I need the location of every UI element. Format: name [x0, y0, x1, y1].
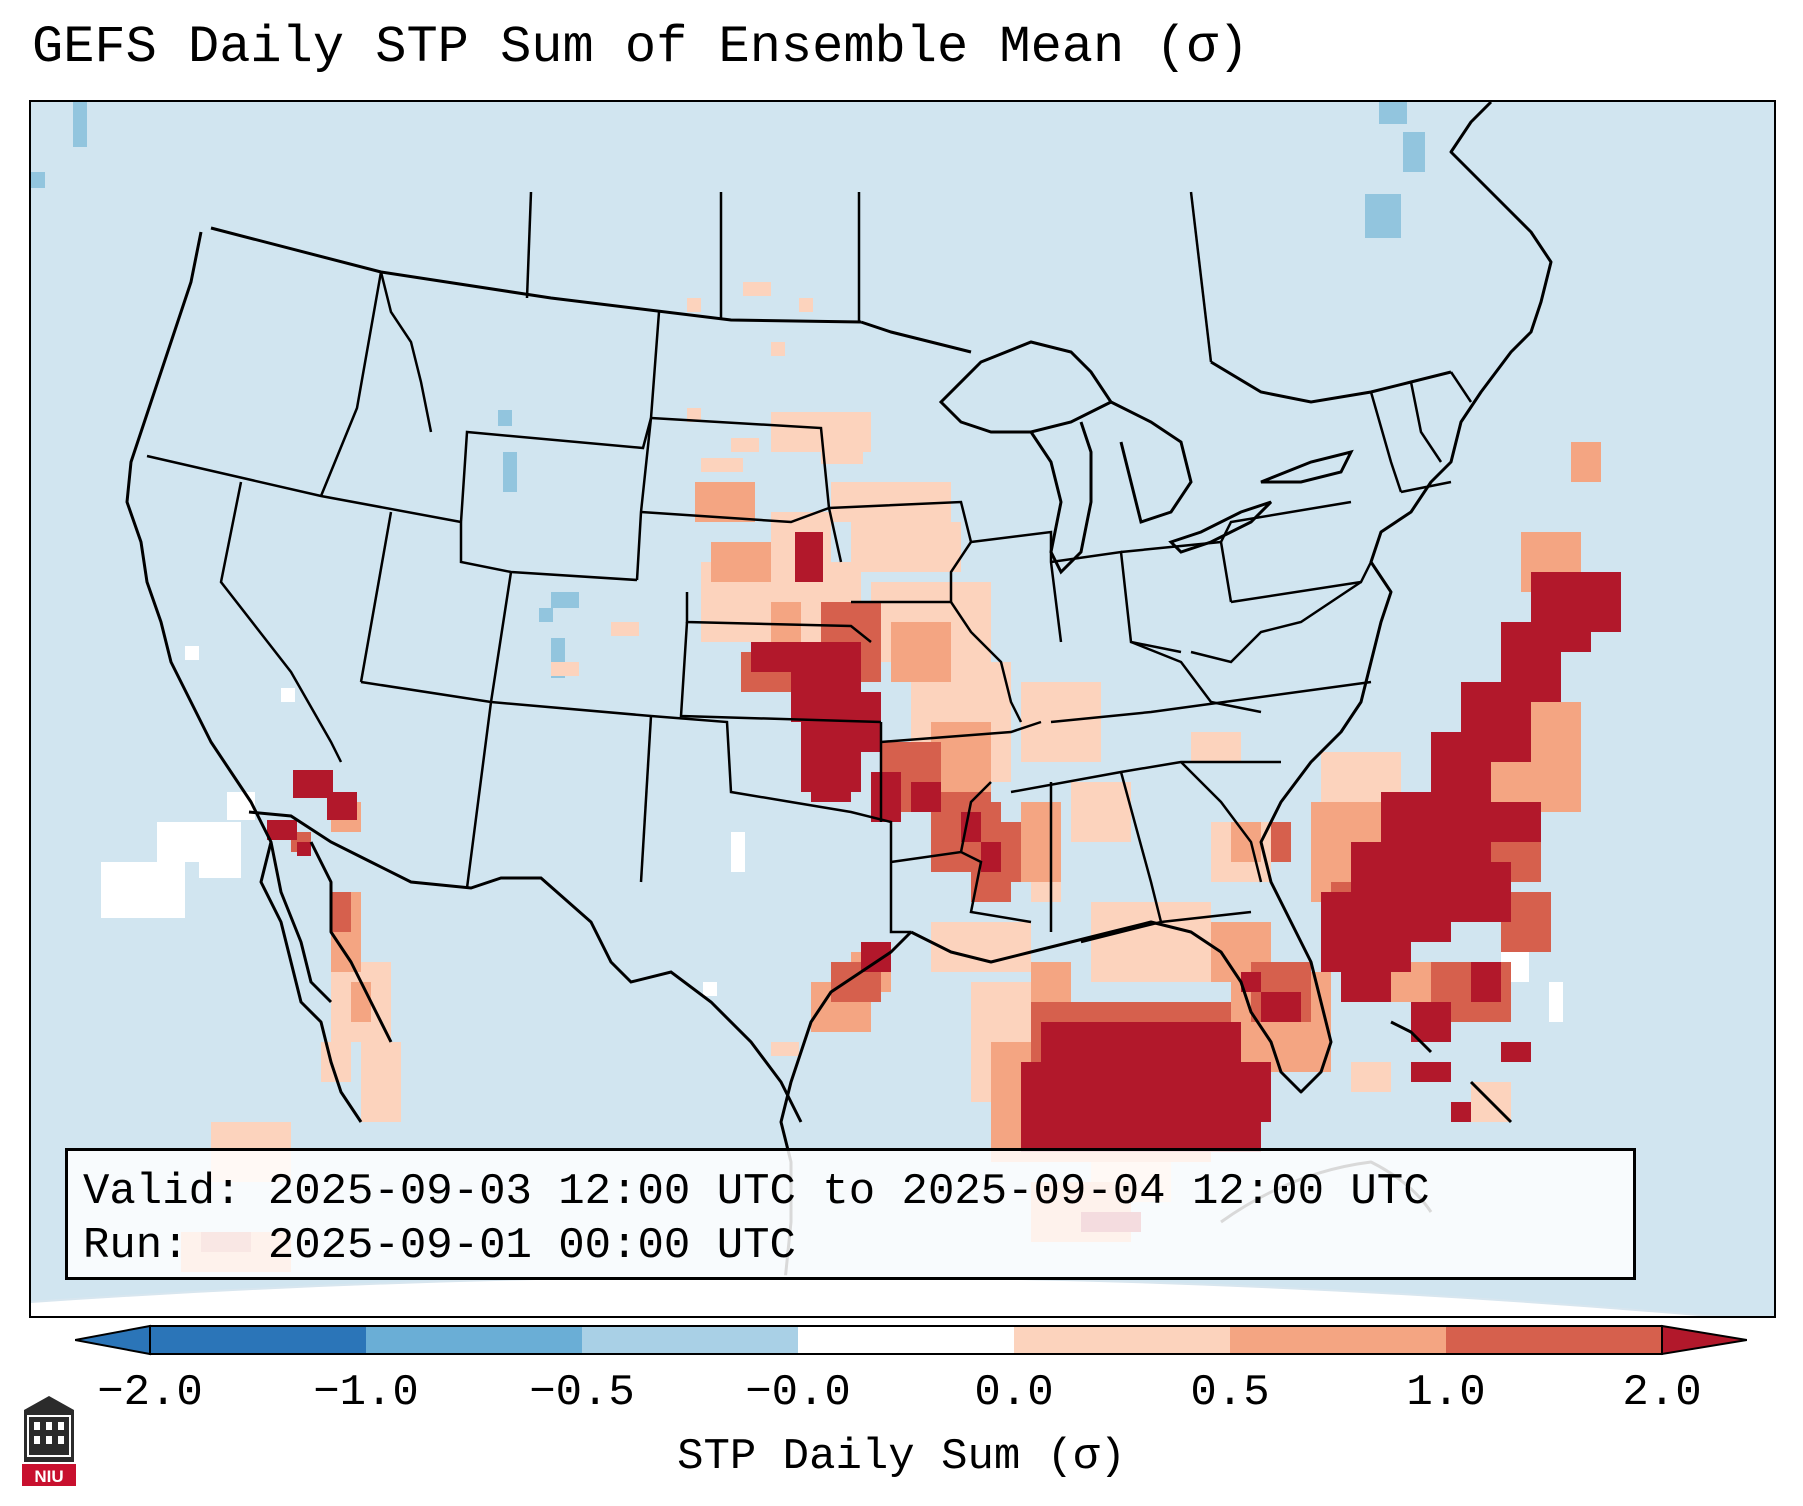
colorbar-tick-label: −1.0 [313, 1368, 419, 1418]
negative-anomaly-cells [31, 102, 1425, 678]
colorbar-bin-7 [1446, 1326, 1662, 1354]
colorbar-tick-label: 2.0 [1622, 1368, 1702, 1418]
valid-time-line: Valid: 2025-09-03 12:00 UTC to 2025-09-0… [83, 1167, 1430, 1217]
colorbar-tick-label: −0.5 [529, 1368, 635, 1418]
colorbar-bin-3 [582, 1326, 798, 1354]
colorbar-outline [149, 1325, 1663, 1355]
colorbar-bin-5 [1014, 1326, 1230, 1354]
page-title: GEFS Daily STP Sum of Ensemble Mean (σ) [32, 18, 1249, 77]
colorbar-bin-2 [366, 1326, 582, 1354]
colorbar-bin-1 [150, 1326, 366, 1354]
colorbar-tick-label: 0.5 [1190, 1368, 1270, 1418]
colorbar-label: STP Daily Sum (σ) [677, 1432, 1126, 1482]
colorbar-tick-label: 1.0 [1406, 1368, 1486, 1418]
map-panel [29, 100, 1776, 1318]
colorbar-tick-label: −0.0 [745, 1368, 851, 1418]
colorbar-extend-low [75, 1324, 151, 1356]
state-borders [146, 191, 1473, 944]
valid-run-info-box: Valid: 2025-09-03 12:00 UTC to 2025-09-0… [65, 1148, 1636, 1280]
country-borders [210, 226, 1452, 1123]
colorbar-tick-label: −2.0 [97, 1368, 203, 1418]
logo-text: NIU [34, 1467, 63, 1486]
university-logo: NIU [22, 1396, 76, 1486]
logo-banner [22, 1464, 76, 1486]
run-time-line: Run: 2025-09-01 00:00 UTC [83, 1221, 796, 1271]
colorbar-tick-label: 0.0 [974, 1368, 1054, 1418]
conus-map [31, 102, 1774, 1316]
colorbar-bin-4 [798, 1326, 1014, 1354]
very-high-positive-cells [267, 532, 1621, 1232]
colorbar-extend-high [1661, 1324, 1747, 1356]
colorbar-bin-6 [1230, 1326, 1446, 1354]
colorbar [75, 1324, 1747, 1356]
great-lakes [938, 340, 1354, 575]
